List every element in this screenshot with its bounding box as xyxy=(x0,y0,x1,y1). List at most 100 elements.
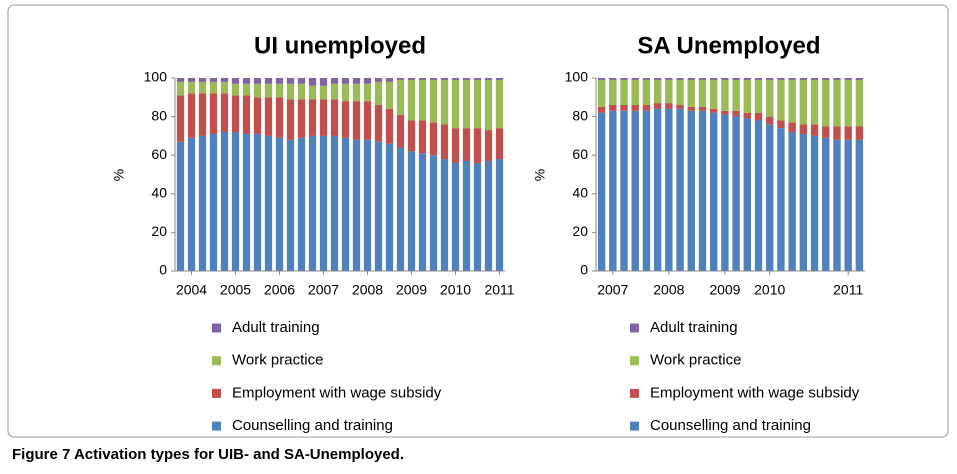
bar-segment xyxy=(597,78,606,80)
bar-segment xyxy=(297,83,306,100)
bar-segment xyxy=(732,110,740,117)
bar-segment xyxy=(440,159,449,271)
bar-segment xyxy=(264,78,273,84)
bar-segment xyxy=(766,79,774,117)
bar-segment xyxy=(418,153,427,271)
bar-segment xyxy=(833,78,841,80)
chart-title: UI unemployed xyxy=(254,32,426,59)
bar-segment xyxy=(743,118,752,271)
bar-segment xyxy=(220,81,229,94)
bar-segment xyxy=(429,155,438,271)
bar-segment xyxy=(187,93,196,138)
bar-segment xyxy=(732,78,740,80)
legend-label: Counselling and training xyxy=(232,417,393,434)
bar-segment xyxy=(687,110,695,271)
bar-segment xyxy=(198,81,207,94)
bar-segment xyxy=(275,78,284,84)
bar-segment xyxy=(462,79,471,129)
bar-segment xyxy=(609,79,617,106)
bar-segment xyxy=(743,112,752,119)
bar-segment xyxy=(253,97,262,134)
x-tick-label: 2006 xyxy=(264,282,295,298)
bar-segment xyxy=(855,78,864,80)
bar-segment xyxy=(308,85,317,100)
bar-segment xyxy=(822,79,830,127)
bar-segment xyxy=(418,120,427,154)
legend-swatch xyxy=(212,356,221,366)
bar-segment xyxy=(631,110,639,271)
bar-segment xyxy=(176,78,185,82)
bar-segment xyxy=(687,106,695,111)
legend-label: Employment with wage subsidy xyxy=(650,384,860,401)
bar-segment xyxy=(187,78,196,82)
bar-segment xyxy=(484,78,493,80)
bar-segment xyxy=(363,78,372,84)
bar-segment xyxy=(676,78,684,80)
bar-segment xyxy=(440,78,449,80)
bar-segment xyxy=(264,97,273,136)
bar-segment xyxy=(385,81,394,109)
bar-segment xyxy=(620,79,628,106)
bar-segment xyxy=(396,78,405,80)
bar-segment xyxy=(473,79,482,129)
legend-label: Work practice xyxy=(650,352,741,369)
legend-label: Work practice xyxy=(232,352,323,369)
bar-segment xyxy=(374,105,383,142)
bar-segment xyxy=(698,78,707,80)
bar-segment xyxy=(308,99,317,136)
bar-segment xyxy=(495,128,504,160)
bar-segment xyxy=(231,95,240,133)
bar-segment xyxy=(653,79,662,104)
bar-segment xyxy=(473,162,482,271)
bar-segment xyxy=(440,124,449,160)
bar-segment xyxy=(429,79,438,123)
bar-segment xyxy=(620,110,628,271)
bar-segment xyxy=(209,93,218,134)
bar-segment xyxy=(687,78,695,80)
bar-segment xyxy=(844,79,852,127)
bar-segment xyxy=(665,108,673,271)
y-tick-label: 80 xyxy=(151,107,167,123)
bar-segment xyxy=(597,106,606,113)
bar-segment xyxy=(709,78,718,80)
x-tick-label: 2007 xyxy=(597,282,628,298)
bar-segment xyxy=(855,79,864,127)
bar-segment xyxy=(209,81,218,94)
bar-segment xyxy=(810,79,819,125)
bar-segment xyxy=(754,120,763,272)
legend-label: Adult training xyxy=(650,319,738,336)
bar-segment xyxy=(653,78,662,80)
bar-segment xyxy=(754,112,763,121)
x-tick-label: 2010 xyxy=(754,282,785,298)
bar-segment xyxy=(220,93,229,133)
y-tick-label: 20 xyxy=(572,223,588,239)
bar-segment xyxy=(788,79,796,123)
bar-segment xyxy=(220,78,229,82)
bar-segment xyxy=(330,99,339,136)
bar-segment xyxy=(297,137,306,271)
bar-segment xyxy=(396,114,405,148)
bar-segment xyxy=(286,99,295,140)
bar-segment xyxy=(363,139,372,271)
bar-segment xyxy=(495,78,504,80)
bar-segment xyxy=(308,135,317,271)
bar-segment xyxy=(385,143,394,271)
bar-segment xyxy=(495,79,504,129)
bar-segment xyxy=(286,83,295,100)
bar-segment xyxy=(676,108,684,271)
bar-segment xyxy=(242,133,251,271)
legend-swatch xyxy=(630,388,639,398)
bar-segment xyxy=(407,78,416,80)
bar-segment xyxy=(418,78,427,80)
bar-segment xyxy=(822,78,830,80)
bar-segment xyxy=(609,110,617,271)
bar-segment xyxy=(451,162,460,271)
bar-segment xyxy=(799,79,808,125)
bar-segment xyxy=(264,83,273,98)
bar-segment xyxy=(754,79,763,113)
bar-segment xyxy=(187,137,196,271)
bar-segment xyxy=(341,78,350,84)
bar-segment xyxy=(709,79,718,109)
bar-segment xyxy=(665,103,673,109)
bar-segment xyxy=(462,78,471,80)
